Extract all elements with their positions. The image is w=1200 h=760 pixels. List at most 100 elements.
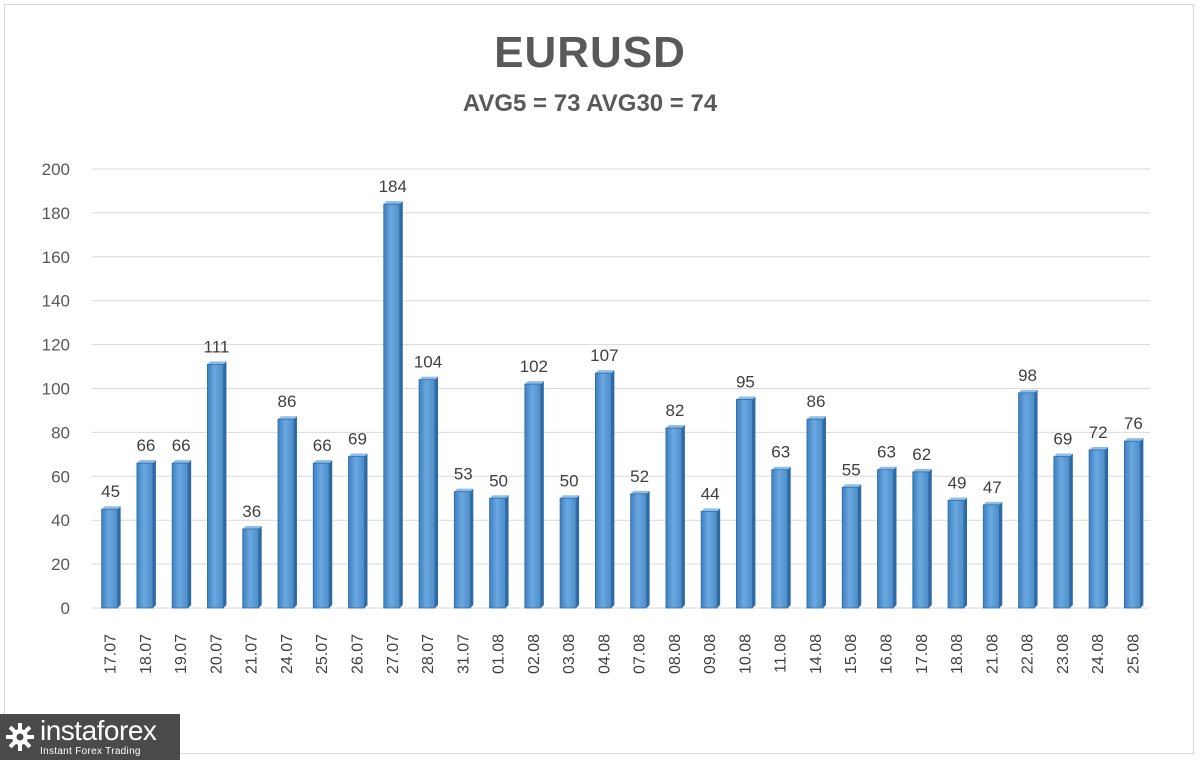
data-label: 111	[204, 337, 230, 356]
x-tick-label: 21.08	[984, 634, 1001, 674]
y-tick-label: 160	[42, 248, 70, 267]
x-tick-label: 14.08	[808, 634, 825, 674]
bar-top	[595, 370, 615, 374]
x-tick-label: 11.08	[773, 634, 790, 673]
x-tick-label: 03.08	[561, 634, 578, 674]
bar-top	[1124, 438, 1144, 442]
x-tick-label: 02.08	[526, 634, 543, 674]
bar-side	[399, 201, 403, 608]
y-tick-label: 60	[51, 467, 70, 486]
data-label: 50	[489, 471, 508, 490]
x-tick-label: 20.07	[208, 634, 225, 674]
bar-side	[999, 501, 1003, 608]
x-axis-ticks: 17.07 18.07 19.07 20.07 21.07 24.07 25.07 26.07…	[103, 634, 1143, 674]
y-tick-label: 180	[42, 204, 70, 223]
data-label: 45	[101, 482, 120, 501]
chart-subtitle: AVG5 = 73 AVG30 = 74	[462, 90, 718, 117]
bar-top	[242, 525, 262, 529]
x-tick-label: 28.07	[420, 634, 437, 674]
bar-top	[842, 484, 862, 488]
x-tick-label: 31.07	[455, 634, 472, 674]
x-tick-label: 01.08	[491, 634, 508, 674]
bar-side	[681, 425, 685, 608]
data-label: 69	[348, 430, 367, 449]
data-labels: 45 66 66 111 36 86 66 69 184 104 53 50 102 50 107 52 82 4…	[101, 177, 1143, 521]
chart-frame	[4, 4, 1194, 754]
y-tick-label: 140	[42, 292, 70, 311]
bar-side	[329, 460, 333, 608]
data-label: 98	[1018, 366, 1037, 385]
bar-top	[630, 490, 650, 494]
bar	[489, 497, 506, 609]
bar-top	[172, 460, 192, 464]
data-label: 184	[379, 177, 407, 196]
bar	[877, 469, 894, 609]
x-tick-label: 09.08	[702, 634, 719, 674]
bar	[524, 383, 542, 609]
x-tick-label: 08.08	[667, 634, 684, 674]
bar	[242, 528, 260, 609]
bar-side	[611, 370, 615, 608]
bar	[312, 462, 330, 609]
bar-side	[188, 460, 192, 608]
bar	[453, 491, 471, 609]
x-tick-label: 26.07	[350, 634, 367, 674]
bar-top	[489, 495, 509, 499]
bar-top	[983, 501, 1003, 505]
y-tick-label: 100	[42, 380, 70, 399]
bar-side	[117, 506, 121, 608]
bar-top	[771, 466, 791, 470]
x-tick-label: 25.07	[314, 634, 331, 674]
bar	[418, 379, 436, 609]
bar-side	[964, 497, 968, 608]
bar	[1018, 392, 1035, 609]
bar	[982, 504, 1000, 609]
bar	[171, 462, 189, 609]
x-tick-label: 04.08	[596, 634, 613, 674]
bar-side	[1140, 438, 1144, 608]
bar-side	[1105, 446, 1109, 608]
bar-top	[101, 506, 121, 510]
bar-side	[928, 468, 932, 608]
data-label: 66	[172, 436, 191, 455]
data-label: 52	[630, 467, 649, 486]
bar-side	[293, 416, 297, 608]
y-tick-label: 80	[51, 423, 70, 442]
bar-side	[435, 376, 439, 608]
chart-title: EURUSD	[494, 28, 686, 77]
instaforex-logo: instaforex Instant Forex Trading	[0, 714, 180, 760]
bar-side	[752, 396, 756, 608]
bar-side	[576, 495, 580, 608]
bar-top	[736, 396, 756, 400]
bar	[736, 399, 753, 609]
bar-top	[136, 460, 156, 464]
bar-top	[560, 495, 580, 499]
data-label: 95	[736, 372, 755, 391]
data-label: 47	[983, 478, 1002, 497]
x-tick-label: 24.08	[1090, 634, 1107, 674]
bar	[559, 497, 577, 609]
x-tick-label: 17.07	[103, 634, 120, 674]
bar-side	[717, 508, 721, 608]
bar	[771, 469, 789, 609]
y-tick-label: 20	[51, 555, 70, 574]
bar-side	[787, 466, 791, 608]
logo-tagline: Instant Forex Trading	[40, 746, 141, 757]
bar	[665, 427, 683, 609]
bar-top	[313, 460, 333, 464]
bar	[1053, 456, 1071, 609]
bar	[101, 508, 119, 609]
data-label: 69	[1053, 430, 1072, 449]
data-label: 76	[1124, 414, 1143, 433]
data-label: 53	[454, 465, 473, 484]
data-label: 86	[807, 392, 826, 411]
bar-side	[1034, 389, 1038, 608]
bar-side	[540, 381, 544, 608]
bar	[594, 372, 612, 609]
data-label: 50	[560, 471, 579, 490]
data-label: 82	[665, 401, 684, 420]
y-tick-label: 120	[42, 336, 70, 355]
data-label: 72	[1089, 423, 1108, 442]
y-tick-label: 40	[51, 511, 70, 530]
